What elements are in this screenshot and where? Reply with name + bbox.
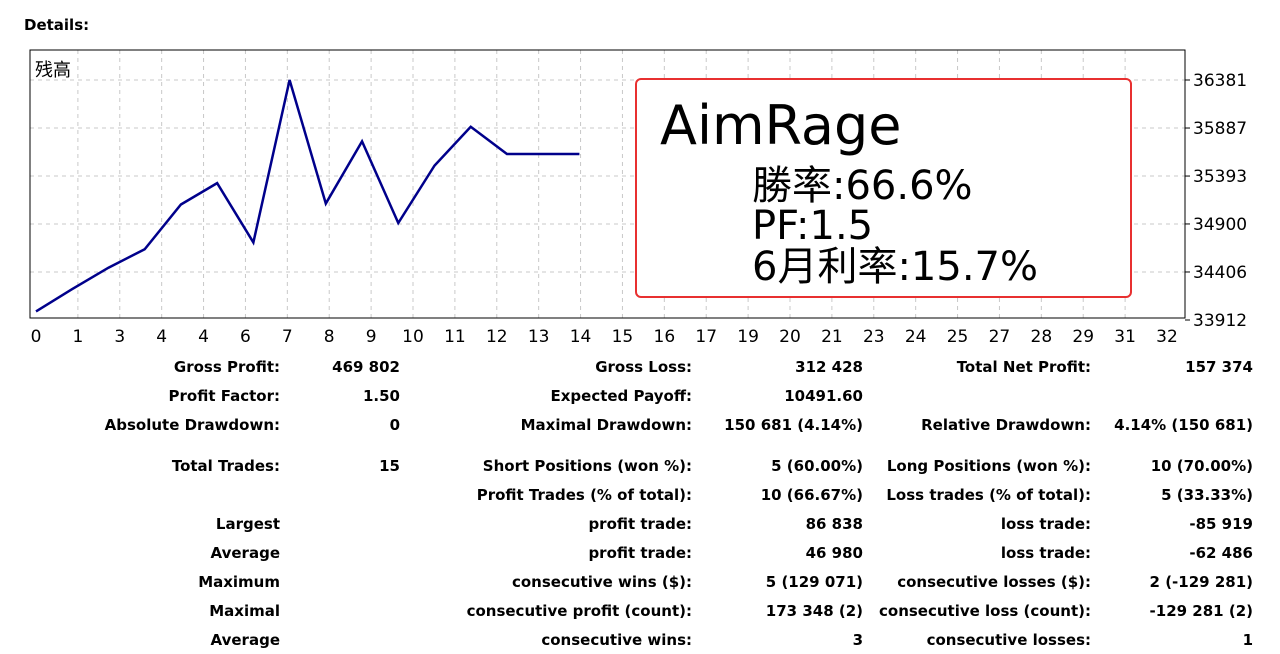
- y-tick-label: 36381: [1193, 71, 1247, 91]
- overlay-monthly-rate: 6月利率:15.7%: [752, 244, 1038, 290]
- plot-frame: [29, 49, 1186, 319]
- x-tick-label: 25: [947, 327, 969, 347]
- x-tick-label: 10: [402, 327, 424, 347]
- x-tick-label: 31: [1114, 327, 1136, 347]
- x-tick-label: 27: [989, 327, 1011, 347]
- x-tick-label: 0: [31, 327, 42, 347]
- x-tick-label: 8: [324, 327, 335, 347]
- details-title: Details:: [24, 16, 90, 34]
- x-tick-label: 11: [444, 327, 466, 347]
- series-label: 残高: [35, 60, 71, 81]
- x-tick-label: 20: [779, 327, 801, 347]
- y-tick-label: 35887: [1193, 119, 1247, 139]
- balance-line: [35, 79, 580, 313]
- y-tick-label: 33912: [1193, 311, 1247, 331]
- x-tick-label: 3: [114, 327, 125, 347]
- x-tick-label: 23: [863, 327, 885, 347]
- x-tick-label: 9: [366, 327, 377, 347]
- y-tick-label: 34406: [1193, 263, 1247, 283]
- x-tick-label: 4: [156, 327, 167, 347]
- overlay-name: AimRage: [660, 94, 902, 157]
- y-tick-label: 34900: [1193, 215, 1247, 235]
- x-tick-label: 12: [486, 327, 508, 347]
- x-tick-label: 7: [282, 327, 293, 347]
- x-tick-label: 4: [198, 327, 209, 347]
- x-tick-label: 13: [528, 327, 550, 347]
- overlay-pf: PF:1.5: [752, 203, 874, 249]
- x-tick-label: 16: [654, 327, 676, 347]
- y-tick-label: 35393: [1193, 167, 1247, 187]
- overlay-winrate: 勝率:66.6%: [752, 163, 973, 209]
- overlay-box: [635, 78, 1132, 298]
- x-tick-label: 24: [905, 327, 927, 347]
- x-tick-label: 29: [1072, 327, 1094, 347]
- x-tick-label: 6: [240, 327, 251, 347]
- x-tick-label: 17: [695, 327, 717, 347]
- x-tick-label: 32: [1156, 327, 1178, 347]
- x-tick-label: 28: [1031, 327, 1053, 347]
- x-tick-label: 1: [72, 327, 83, 347]
- x-tick-label: 21: [821, 327, 843, 347]
- x-tick-label: 15: [612, 327, 634, 347]
- x-tick-label: 19: [737, 327, 759, 347]
- x-tick-label: 14: [570, 327, 592, 347]
